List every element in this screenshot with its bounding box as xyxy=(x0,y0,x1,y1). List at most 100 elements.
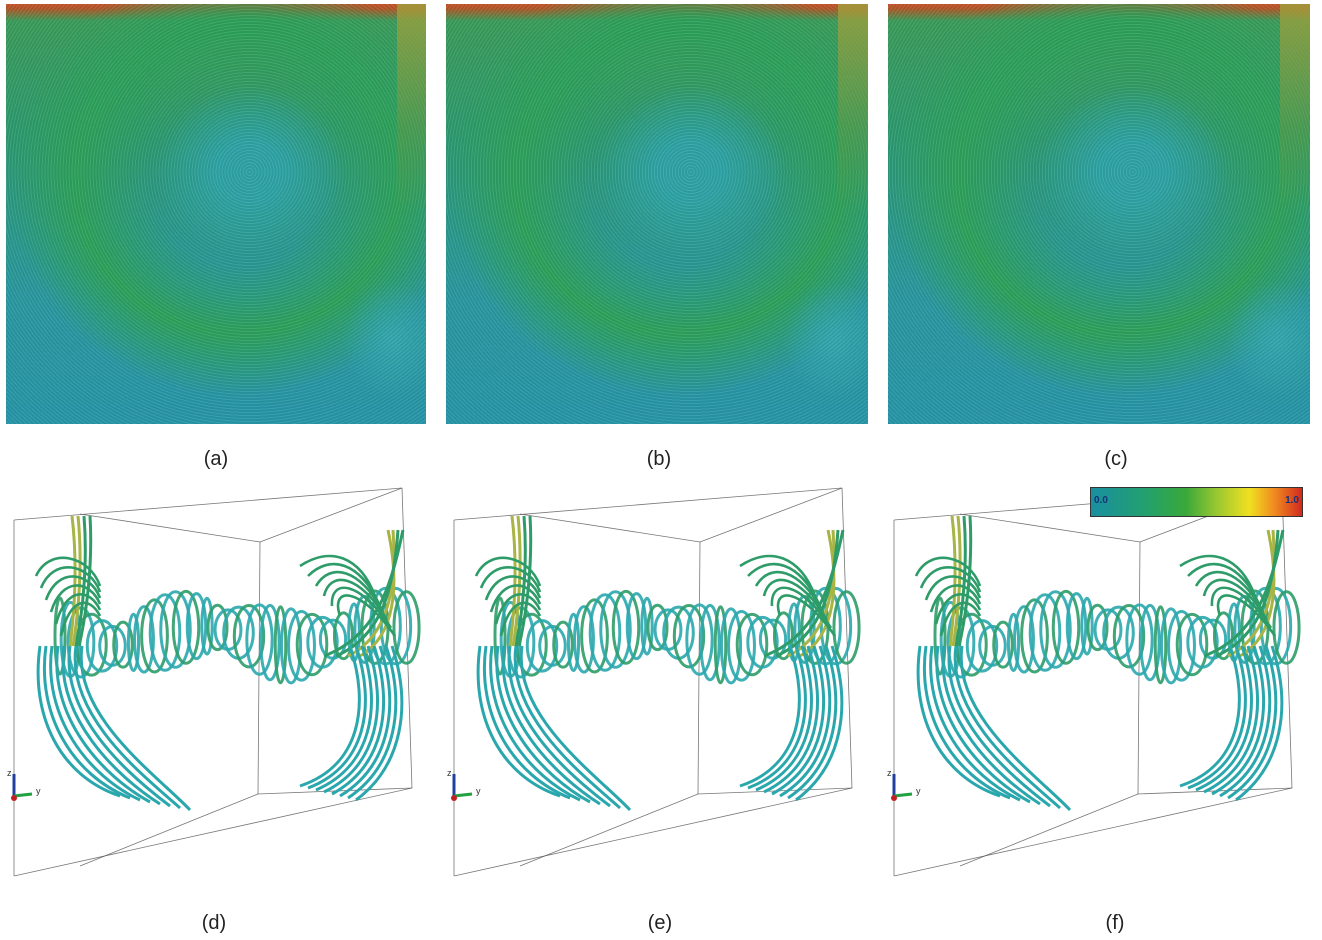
streamline xyxy=(74,515,87,647)
streamline xyxy=(314,570,385,613)
streamline xyxy=(336,594,397,637)
streamline xyxy=(1210,586,1273,629)
vortex-ring xyxy=(573,605,595,674)
streamline xyxy=(299,554,377,597)
vortex-ring xyxy=(713,605,728,685)
streamline xyxy=(787,529,836,658)
vortex-ring xyxy=(306,615,339,669)
vortex-ring xyxy=(1212,611,1235,661)
streamline xyxy=(787,645,838,800)
vortex-ring xyxy=(992,620,1014,669)
vortex-ring xyxy=(232,603,266,669)
streamline xyxy=(67,645,171,808)
vortex-ring xyxy=(1153,605,1168,685)
caption-e: (e) xyxy=(647,912,673,934)
vortex-ring xyxy=(112,620,134,669)
vortex-ring xyxy=(566,612,581,672)
box-edge xyxy=(453,487,843,521)
streamline-panel-f: zy xyxy=(887,487,1301,877)
streamline xyxy=(347,645,398,800)
streamline xyxy=(514,515,527,647)
streamline xyxy=(953,645,1061,810)
vortex-ring xyxy=(735,612,769,677)
streamline xyxy=(315,645,373,792)
box-edge xyxy=(259,487,403,543)
x-axis-dot xyxy=(891,795,897,801)
vortex-ring xyxy=(287,609,316,682)
lic-panel-a xyxy=(6,4,426,424)
streamline xyxy=(330,586,393,629)
vortex-ring xyxy=(719,607,743,685)
streamline xyxy=(49,645,141,802)
vortex-ring xyxy=(832,590,861,665)
streamline xyxy=(54,593,102,625)
streamline xyxy=(771,645,826,796)
streamline xyxy=(939,601,982,637)
vortex-ring xyxy=(1139,603,1161,682)
z-axis-label: z xyxy=(7,768,12,778)
streamline xyxy=(1227,529,1276,658)
streamline xyxy=(513,645,621,810)
streamline xyxy=(770,586,833,629)
colorbar: 0.0 1.0 xyxy=(1090,487,1303,517)
streamline xyxy=(359,529,396,658)
caption-f: (f) xyxy=(1105,912,1125,934)
box-edge xyxy=(959,793,1139,867)
streamline xyxy=(474,556,542,587)
streamline xyxy=(1227,645,1278,800)
colorbar-min-label: 0.0 xyxy=(1094,495,1108,506)
streamline xyxy=(1219,645,1272,798)
caption-c: (c) xyxy=(1104,448,1128,470)
vortex-ring xyxy=(1013,605,1035,674)
vortex-ring xyxy=(538,624,567,667)
vortex-ring xyxy=(1080,596,1094,656)
vortex-ring xyxy=(1020,598,1049,674)
colorbar-max-label: 1.0 xyxy=(1285,495,1299,506)
vortex-ring xyxy=(933,596,947,676)
streamline xyxy=(1195,645,1253,792)
streamline xyxy=(1194,570,1265,613)
box-edge xyxy=(453,787,853,877)
streamline xyxy=(1187,645,1247,790)
y-axis-label: y xyxy=(916,786,921,796)
vortex-ring xyxy=(1112,603,1146,669)
box-edge xyxy=(893,787,1293,877)
streamline xyxy=(34,556,102,587)
vortex-ring xyxy=(200,596,214,656)
vortex-ring xyxy=(140,598,169,674)
streamline xyxy=(763,645,819,794)
vortex-ring xyxy=(295,612,329,677)
streamline xyxy=(739,645,801,788)
streamline xyxy=(799,529,836,658)
caption-d: (d) xyxy=(201,912,227,934)
streamline xyxy=(42,645,131,800)
vortex-ring xyxy=(1039,590,1072,669)
vortex-ring xyxy=(98,624,127,667)
vortex-ring xyxy=(727,609,756,682)
streamline xyxy=(1187,562,1261,605)
streamline xyxy=(55,645,151,804)
vortex-ring xyxy=(552,620,574,669)
lic-panel-b xyxy=(446,4,868,424)
streamline xyxy=(755,645,813,792)
streamline xyxy=(79,645,192,812)
streamline xyxy=(1179,554,1257,597)
vortex-ring xyxy=(53,596,67,676)
vortex-ring xyxy=(1125,603,1154,676)
streamline xyxy=(323,645,379,794)
streamline-panel-e: zy xyxy=(447,487,861,877)
streamline xyxy=(776,594,837,637)
vortex-ring xyxy=(318,618,348,660)
vortex-ring xyxy=(171,589,201,665)
vortex-ring xyxy=(259,603,281,682)
streamline xyxy=(929,584,982,613)
box-edge xyxy=(1281,487,1293,789)
y-axis xyxy=(453,792,473,798)
streamline xyxy=(1239,529,1276,658)
streamline xyxy=(914,556,982,587)
streamline xyxy=(39,565,102,593)
caption-b: (b) xyxy=(646,448,672,470)
streamline xyxy=(747,562,821,605)
box-edge xyxy=(79,793,259,867)
vortex-ring xyxy=(273,605,288,685)
